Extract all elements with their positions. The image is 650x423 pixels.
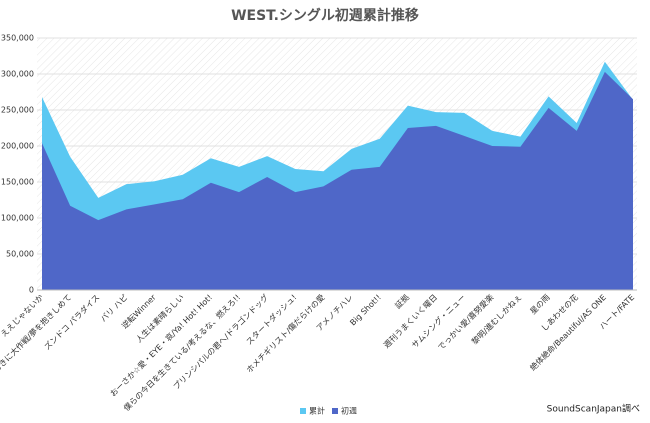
source-note: SoundScanJapan調べ [547, 403, 640, 415]
legend-label: 累計 [309, 406, 325, 416]
chart-title: WEST.シングル初週累計推移 [231, 7, 419, 24]
x-tick-label: でっかい愛/喜努愛楽 [436, 292, 496, 352]
area [42, 71, 633, 290]
y-tick-label: 250,000 [1, 106, 34, 115]
y-tick-label: 300,000 [1, 70, 34, 79]
y-tick-label: 200,000 [1, 142, 34, 151]
x-tick-label: ズンドコ パラダイス [42, 292, 102, 352]
x-tick-label: 週刊うまくいく曜日 [382, 293, 439, 350]
x-tick-label: スタートダッシュ! [244, 292, 299, 347]
x-tick-label: 黎明/進むしかねぇ [469, 292, 523, 346]
x-tick-label: おーさか☆愛・EYE・哀/Ya! Hot! Hot! [108, 292, 214, 398]
y-tick-label: 150,000 [1, 178, 34, 187]
x-tick-label: 証拠 [393, 292, 411, 310]
y-tick-label: 50,000 [6, 250, 34, 259]
x-tick-label: サムシング・ニュー [409, 292, 467, 350]
legend-swatch [300, 408, 306, 414]
y-tick-label: 0 [29, 286, 34, 295]
x-tick-label: 人生は素晴らしい [134, 292, 186, 344]
y-tick-label: 350,000 [1, 34, 34, 43]
legend-swatch [332, 408, 338, 414]
legend-label: 初週 [341, 406, 357, 416]
y-tick-label: 100,000 [1, 214, 34, 223]
x-tick-label: 星の雨 [528, 293, 551, 316]
